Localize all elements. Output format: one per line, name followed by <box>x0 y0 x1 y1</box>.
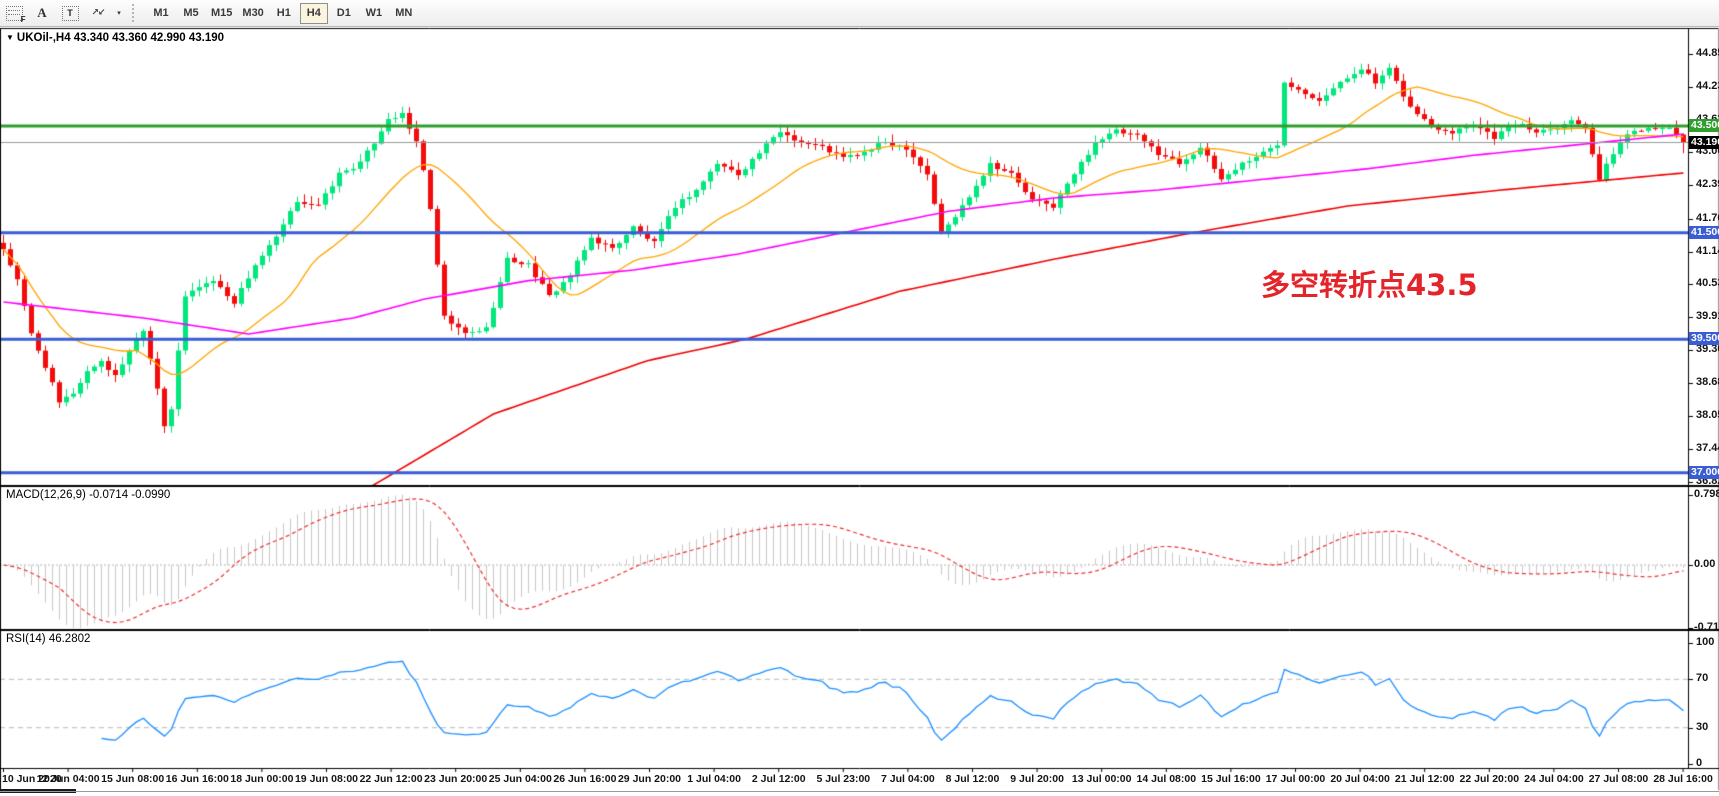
window-bottom-edge <box>0 791 1719 792</box>
